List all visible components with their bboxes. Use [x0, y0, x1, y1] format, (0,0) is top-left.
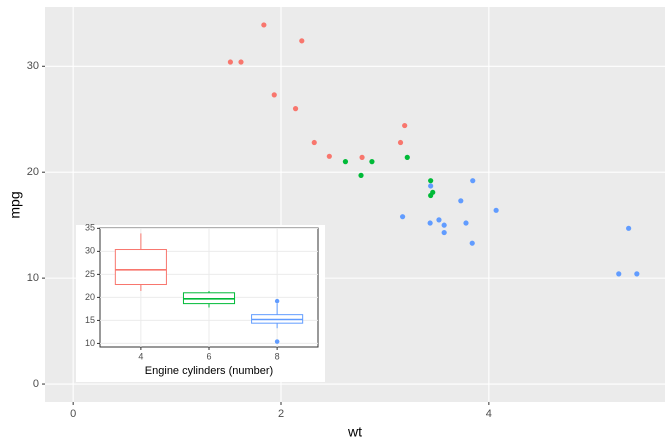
- point: [404, 154, 410, 160]
- point: [261, 22, 267, 28]
- outlier: [274, 298, 280, 304]
- y-tick-label: 10: [85, 338, 95, 348]
- x-tick-label: 4: [138, 351, 143, 361]
- x-tick-label: 8: [275, 351, 280, 361]
- point: [634, 271, 640, 277]
- point: [342, 158, 349, 165]
- x-tick-label: 4: [486, 408, 492, 420]
- point: [227, 59, 233, 65]
- outlier: [274, 339, 280, 344]
- point: [469, 240, 475, 246]
- inset-plot: 10 15 20 25 30 35 4 6 8: [85, 223, 318, 361]
- point: [397, 139, 404, 146]
- point: [292, 106, 299, 112]
- x-tick-label: 0: [70, 408, 76, 420]
- y-tick-label: 35: [85, 223, 95, 233]
- point: [271, 92, 277, 98]
- y-tick-label: 30: [85, 246, 95, 256]
- point: [626, 225, 632, 231]
- point: [441, 222, 447, 228]
- point: [399, 214, 406, 220]
- x-tick-label: 2: [278, 408, 284, 420]
- y-tick-label: 25: [85, 269, 95, 279]
- point: [299, 38, 305, 44]
- point: [311, 139, 317, 146]
- point: [358, 172, 364, 178]
- point: [428, 178, 434, 184]
- point: [458, 198, 464, 204]
- point: [402, 122, 408, 129]
- y-axis-label: mpg: [7, 191, 23, 218]
- y-tick-label: 0: [33, 378, 39, 390]
- point: [238, 59, 244, 65]
- point: [359, 154, 365, 160]
- x-tick-label: 6: [206, 351, 211, 361]
- y-tick-label: 20: [85, 292, 95, 302]
- point: [428, 192, 434, 199]
- inset-x-label: Engine cylinders (number): [145, 365, 273, 377]
- point: [427, 220, 433, 226]
- y-tick-label: 30: [27, 60, 39, 72]
- point: [493, 207, 499, 213]
- point: [369, 158, 375, 165]
- point: [616, 271, 622, 277]
- point: [463, 220, 469, 226]
- x-axis-label: wt: [347, 424, 362, 440]
- point: [428, 183, 434, 189]
- y-tick-label: 10: [27, 272, 39, 284]
- box: [114, 249, 167, 286]
- point: [326, 153, 332, 159]
- y-tick-label: 20: [27, 166, 39, 178]
- point: [436, 217, 442, 223]
- point: [441, 229, 447, 236]
- y-tick-label: 15: [85, 315, 95, 325]
- point: [470, 178, 476, 184]
